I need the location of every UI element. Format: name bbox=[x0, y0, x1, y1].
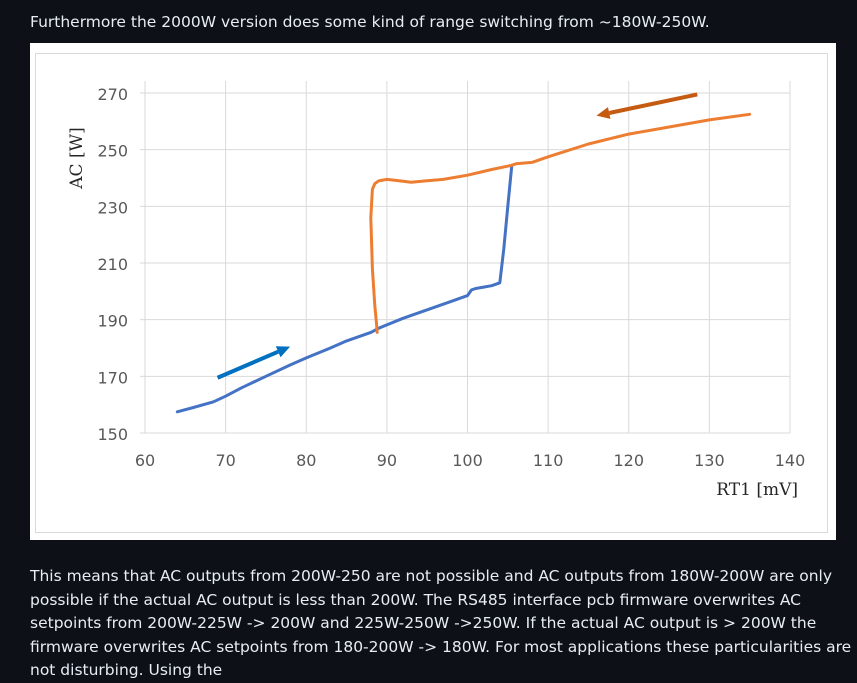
x-tick-label: 140 bbox=[775, 451, 806, 470]
series-lines bbox=[175, 112, 752, 414]
y-tick-label: 150 bbox=[97, 425, 128, 444]
x-tick-label: 90 bbox=[377, 451, 397, 470]
x-axis-label: RT1 [mV] bbox=[716, 480, 798, 500]
y-tick-label: 230 bbox=[97, 198, 128, 217]
x-tick-label: 110 bbox=[533, 451, 564, 470]
y-tick-label: 250 bbox=[97, 142, 128, 161]
y-tick-label: 210 bbox=[97, 255, 128, 274]
series-line-increasing bbox=[175, 163, 514, 414]
direction-arrow-shaft bbox=[608, 92, 698, 115]
x-tick-label: 80 bbox=[296, 451, 316, 470]
y-tick-label: 190 bbox=[97, 312, 128, 331]
x-tick-label: 130 bbox=[694, 451, 725, 470]
y-tick-labels: 150 170 190 210 230 250 270 bbox=[97, 85, 128, 444]
x-tick-label: 70 bbox=[215, 451, 235, 470]
series-line-decreasing bbox=[369, 112, 752, 334]
direction-arrows bbox=[216, 92, 698, 380]
y-axis-label: AC [W] bbox=[67, 127, 87, 189]
x-tick-label: 100 bbox=[452, 451, 483, 470]
y-tick-label: 270 bbox=[97, 85, 128, 104]
x-tick-label: 120 bbox=[613, 451, 644, 470]
x-tick-labels: 60 70 80 90 100 110 120 130 140 bbox=[135, 451, 805, 470]
chart-figure: 150 170 190 210 230 250 270 60 70 80 90 100 110 120 1… bbox=[30, 43, 836, 540]
direction-arrow-head bbox=[596, 107, 611, 119]
intro-paragraph: Furthermore the 2000W version does some … bbox=[30, 13, 710, 31]
direction-arrow-head bbox=[275, 346, 291, 358]
x-tick-label: 60 bbox=[135, 451, 155, 470]
y-tick-label: 170 bbox=[97, 368, 128, 387]
followup-paragraph: This means that AC outputs from 200W-250… bbox=[30, 567, 852, 679]
gridlines bbox=[140, 81, 791, 434]
chart-area bbox=[35, 53, 828, 533]
ac-vs-rt1-chart: 150 170 190 210 230 250 270 60 70 80 90 100 110 120 1… bbox=[67, 81, 805, 500]
direction-arrow-shaft bbox=[216, 349, 279, 380]
